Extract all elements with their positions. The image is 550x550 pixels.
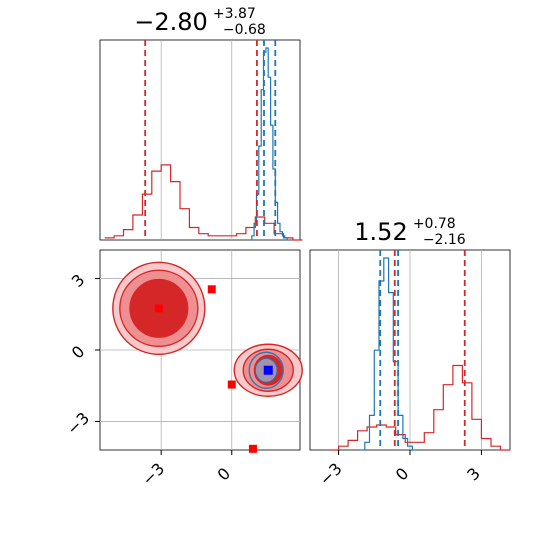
x-tick-label: 0 (214, 464, 235, 485)
panel-bottom-right-histograms (329, 257, 510, 451)
title-2-lower: −2.16 (423, 232, 466, 248)
histogram-blue (360, 257, 418, 451)
histogram-red (329, 364, 510, 451)
panel-bottom-right-grid (338, 250, 482, 450)
panel-top-left-histograms (104, 47, 303, 241)
histogram-blue (249, 47, 290, 241)
panel-bottom-right-ticks: −3 0 3 (316, 450, 484, 489)
panel-bottom-left: −3 0 3 0 −3 (63, 249, 303, 489)
contour-level (248, 351, 284, 389)
title-2-value: 1.52 (354, 218, 407, 246)
y-tick-label: −3 (63, 408, 93, 438)
title-1-lower: −0.68 (223, 22, 266, 38)
marker-red (207, 285, 216, 294)
x-tick-label: 3 (463, 464, 484, 485)
panel-bottom-right-vlines (379, 250, 466, 450)
x-tick-label: −3 (316, 459, 346, 489)
panel-top-left-title: −2.80 +3.87 −0.68 (134, 3, 266, 38)
marker-red (227, 380, 236, 389)
panel-top-left-frame (99, 39, 301, 241)
histogram-red (104, 164, 303, 241)
panel-bottom-left-markers (154, 285, 273, 453)
title-2-upper: +0.78 (413, 216, 456, 232)
title-1-value: −2.80 (134, 8, 208, 36)
marker-red (154, 304, 163, 313)
y-tick-label: 0 (68, 342, 89, 363)
x-tick-label: −3 (138, 459, 168, 489)
x-tick-label: 0 (392, 464, 413, 485)
panel-bottom-right-title: 1.52 +0.78 −2.16 (354, 213, 466, 248)
panel-top-left-vlines (144, 40, 277, 240)
title-1-upper: +3.87 (213, 6, 256, 22)
panel-top-left-grid (160, 40, 233, 240)
marker-red (248, 444, 257, 453)
panel-bottom-right: −3 0 3 1.52 +0.78 −2.16 (309, 213, 511, 489)
y-tick-label: 3 (68, 270, 89, 291)
marker-blue (263, 365, 273, 375)
panel-top-left: −2.80 +3.87 −0.68 (99, 3, 303, 241)
